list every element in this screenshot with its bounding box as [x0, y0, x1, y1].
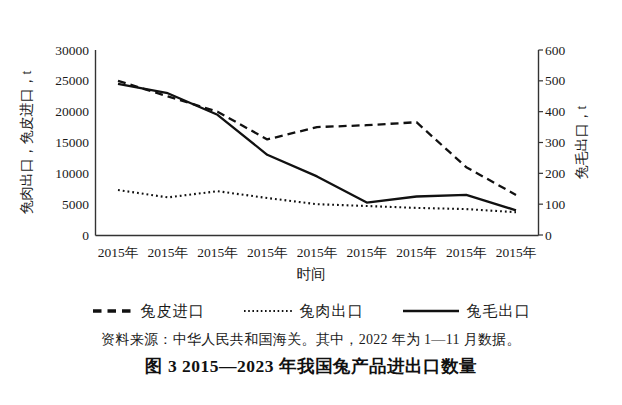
chart-legend: 兔皮进口 兔肉出口 兔毛出口 — [0, 299, 622, 323]
legend-label: 兔毛出口 — [467, 302, 531, 321]
x-axis-tick-label: 2015年 — [98, 245, 139, 260]
y-axis-left-title: 兔肉出口，兔皮进口，t — [19, 70, 34, 214]
x-axis-tick-label: 2015年 — [446, 245, 487, 260]
y-axis-right-tick-label: 100 — [545, 197, 566, 212]
legend-label: 兔皮进口 — [141, 302, 205, 321]
y-axis-right-tick-label: 500 — [545, 73, 566, 88]
dashed-line-icon — [92, 307, 134, 315]
y-axis-left-tick-label: 25000 — [55, 73, 89, 88]
y-axis-right-title: 兔毛出口，t — [574, 105, 589, 179]
y-axis-left-tick-label: 0 — [82, 228, 89, 243]
x-axis-tick-label: 2015年 — [297, 245, 338, 260]
legend-item-pelt-import: 兔皮进口 — [92, 302, 205, 321]
x-axis-title: 时间 — [297, 266, 326, 282]
axes — [96, 50, 539, 236]
y-axis-right-tick-label: 0 — [545, 228, 552, 243]
y-axis-right-tick-label: 400 — [545, 104, 566, 119]
x-axis-tick-label: 2015年 — [496, 245, 537, 260]
legend-item-meat-export: 兔肉出口 — [243, 302, 364, 321]
legend-item-wool-export: 兔毛出口 — [402, 302, 531, 321]
x-axis-tick-label: 2015年 — [247, 245, 288, 260]
y-axis-right-tick-label: 200 — [545, 166, 566, 181]
figure-caption: 图 3 2015—2023 年我国兔产品进出口数量 — [0, 354, 622, 378]
line-chart: 0 5000 10000 15000 20000 25000 30000 0 100 200 300… — [0, 0, 622, 292]
legend-label: 兔肉出口 — [300, 302, 364, 321]
x-axis-tick-label: 2015年 — [148, 245, 189, 260]
x-axis-tick-label: 2015年 — [396, 245, 437, 260]
y-axis-left-tick-label: 30000 — [55, 43, 89, 58]
y-axis-left-tick-label: 5000 — [62, 197, 89, 212]
series-line-2 — [118, 84, 516, 210]
x-axis-tick-label: 2015年 — [347, 245, 388, 260]
plot-generated: 0 5000 10000 15000 20000 25000 30000 0 100 200 300… — [55, 43, 565, 261]
y-axis-right-tick-label: 600 — [545, 43, 566, 58]
y-axis-left-tick-label: 15000 — [55, 135, 89, 150]
y-axis-right-tick-label: 300 — [545, 135, 566, 150]
source-note: 资料来源：中华人民共和国海关。其中，2022 年为 1—11 月数据。 — [0, 331, 622, 349]
x-axis-tick-label: 2015年 — [197, 245, 238, 260]
figure: 0 5000 10000 15000 20000 25000 30000 0 100 200 300… — [0, 0, 622, 405]
y-axis-left-tick-label: 20000 — [55, 104, 89, 119]
solid-line-icon — [402, 307, 460, 315]
series-line-1 — [118, 190, 516, 212]
dotted-line-icon — [243, 307, 293, 315]
y-axis-left-tick-label: 10000 — [55, 166, 89, 181]
